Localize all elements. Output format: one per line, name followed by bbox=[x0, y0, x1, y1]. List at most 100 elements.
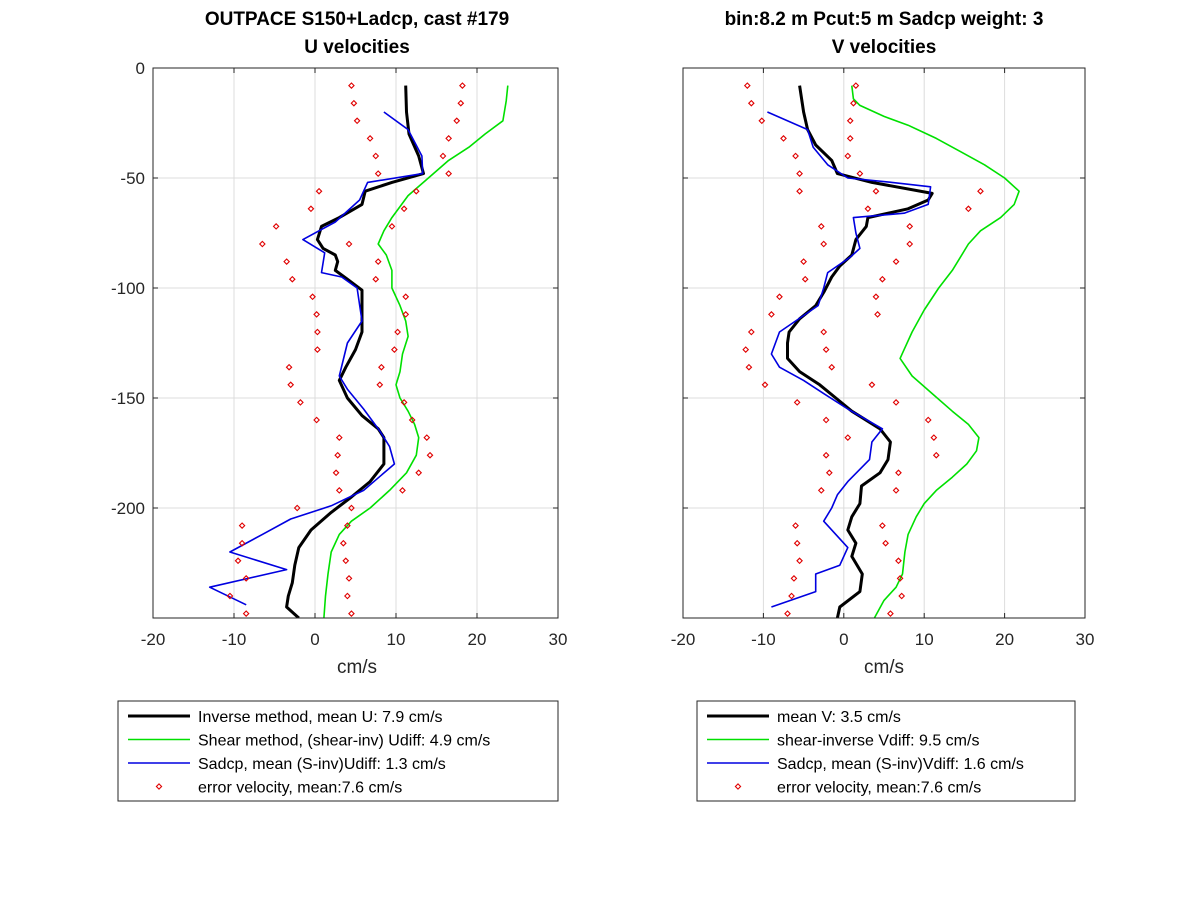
u-y-tick-label: 0 bbox=[136, 59, 145, 78]
v-x-tick-label: 0 bbox=[839, 630, 848, 649]
v-series-3-marker bbox=[792, 152, 799, 160]
u-series-3-marker bbox=[297, 399, 304, 406]
u-series-3-marker bbox=[334, 451, 342, 459]
v-series-3-marker bbox=[788, 592, 795, 600]
u-series-3-marker bbox=[238, 539, 246, 547]
u-series-3-marker bbox=[272, 223, 280, 230]
u-series-3-marker bbox=[402, 311, 410, 318]
u-series-3-marker bbox=[423, 434, 431, 441]
v-series-3-marker bbox=[887, 610, 894, 617]
v-series-3-marker bbox=[932, 451, 940, 459]
u-series-3-marker bbox=[293, 504, 301, 512]
v-series-0-line bbox=[786, 85, 934, 618]
u-series-3-marker bbox=[408, 416, 416, 424]
u-series-3-marker bbox=[388, 223, 396, 230]
u-series-3-marker bbox=[439, 152, 447, 160]
v-series-3-marker bbox=[924, 416, 932, 424]
v-series-3-marker bbox=[820, 328, 828, 336]
u-series-3-marker bbox=[459, 82, 466, 89]
u-series-3-marker bbox=[445, 135, 453, 142]
v-series-3-marker bbox=[879, 275, 886, 283]
u-series-3-marker bbox=[348, 504, 355, 512]
v-series-3-marker bbox=[793, 399, 801, 406]
v-series-3-marker bbox=[796, 187, 803, 195]
v-series-3-marker bbox=[892, 258, 900, 265]
u-legend-entry-0-label: Inverse method, mean U: 7.9 cm/s bbox=[198, 709, 443, 726]
u-series-3-marker bbox=[348, 82, 355, 89]
v-series-3-marker bbox=[856, 170, 864, 177]
u-x-tick-label: 20 bbox=[468, 630, 487, 649]
v-series-3-marker bbox=[965, 205, 972, 213]
u-y-tick-label: -50 bbox=[120, 169, 145, 188]
v-series-3-marker bbox=[896, 575, 904, 582]
u-series-3-marker bbox=[258, 240, 266, 248]
u-x-tick-label: -20 bbox=[141, 630, 166, 649]
v-series-3-marker bbox=[977, 187, 984, 195]
v-series-3-marker bbox=[874, 311, 881, 318]
u-series-3-marker bbox=[332, 469, 340, 477]
v-series bbox=[742, 82, 1020, 618]
v-series-3-marker bbox=[850, 99, 857, 107]
u-velocity-panel: OUTPACE S150+Ladcp, cast #179 U velociti… bbox=[111, 9, 567, 802]
v-series-3-marker bbox=[761, 381, 769, 389]
v-series-3-marker bbox=[792, 522, 799, 529]
v-series-3-marker bbox=[828, 363, 836, 371]
v-axes-box bbox=[682, 67, 1086, 619]
v-legend-entry-0-label: mean V: 3.5 cm/s bbox=[777, 709, 901, 726]
v-series-3-marker bbox=[768, 311, 775, 318]
u-series-3-marker bbox=[415, 469, 423, 477]
v-series-3-marker bbox=[906, 240, 914, 248]
u-series-3-marker bbox=[344, 592, 351, 600]
u-series-3-marker bbox=[394, 328, 401, 336]
u-series-1-line bbox=[323, 85, 509, 618]
u-series-3-marker bbox=[402, 293, 410, 301]
v-series-3-marker bbox=[825, 469, 833, 477]
v-series-3-marker bbox=[745, 363, 753, 371]
u-series-3-marker bbox=[314, 346, 321, 353]
u-series-3-marker bbox=[391, 346, 398, 353]
u-series bbox=[208, 82, 509, 618]
u-series-3-marker bbox=[350, 99, 358, 107]
u-series-3-marker bbox=[376, 381, 384, 389]
v-legend: mean V: 3.5 cm/s shear-inverse Vdiff: 9.5… bbox=[696, 700, 1076, 802]
u-y-tick-label: -100 bbox=[111, 279, 145, 298]
v-series-3-marker bbox=[796, 170, 803, 177]
u-series-3-marker bbox=[426, 451, 434, 459]
u-series-3-marker bbox=[288, 275, 296, 283]
v-series-3-marker bbox=[868, 381, 876, 389]
v-series-3-marker bbox=[846, 117, 854, 125]
u-series-3-marker bbox=[345, 575, 353, 582]
u-series-3-marker bbox=[287, 381, 295, 389]
u-x-axis-label: cm/s bbox=[337, 657, 377, 678]
u-series-3-marker bbox=[344, 522, 351, 529]
u-series-2-line bbox=[208, 111, 424, 606]
u-x-tick-label: 10 bbox=[387, 630, 406, 649]
u-series-3-marker bbox=[242, 575, 250, 582]
v-velocity-panel: bin:8.2 m Pcut:5 m Sadcp weight: 3 V vel… bbox=[671, 9, 1095, 802]
u-x-tick-label: -10 bbox=[222, 630, 247, 649]
v-x-tick-label: 10 bbox=[915, 630, 934, 649]
v-series-3-marker bbox=[852, 82, 860, 89]
u-series-3-marker bbox=[345, 240, 353, 248]
v-series-3-marker bbox=[796, 557, 803, 565]
v-series-3-marker bbox=[801, 275, 809, 283]
u-series-3-marker bbox=[313, 311, 320, 318]
v-series-3-marker bbox=[882, 539, 889, 547]
u-series-0-line bbox=[285, 85, 425, 618]
v-series-3-marker bbox=[898, 592, 906, 600]
u-panel-subtitle: U velocities bbox=[304, 37, 410, 58]
v-series-3-marker bbox=[758, 117, 766, 125]
u-series-3-marker bbox=[374, 258, 382, 265]
v-x-tick-label: 30 bbox=[1076, 630, 1095, 649]
u-series-3-marker bbox=[342, 557, 350, 565]
v-series-3-marker bbox=[895, 557, 902, 565]
v-series-3-marker bbox=[793, 539, 801, 547]
v-series-3-marker bbox=[930, 434, 938, 441]
u-y-tick-label: -200 bbox=[111, 499, 145, 518]
v-series-3-marker bbox=[844, 434, 852, 441]
v-axes: -20 -10 0 10 20 30 bbox=[671, 67, 1095, 649]
v-x-axis-label: cm/s bbox=[864, 657, 904, 678]
u-series-3-marker bbox=[400, 399, 408, 406]
u-y-tick-label: -150 bbox=[111, 389, 145, 408]
v-series-3-marker bbox=[844, 152, 852, 160]
